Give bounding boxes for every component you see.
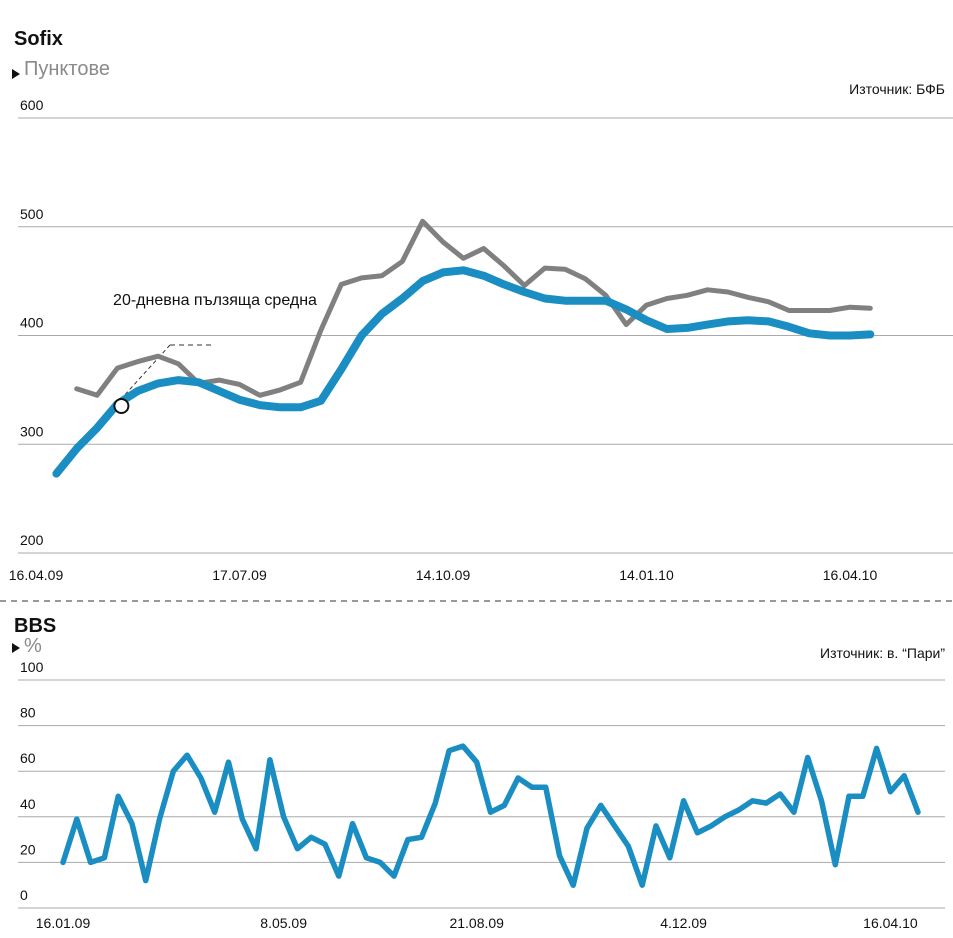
subtitle: Пунктове <box>24 58 110 80</box>
x-tick-label: 21.08.09 <box>449 915 504 931</box>
chart-title: Sofix <box>14 28 63 50</box>
y-tick-label: 300 <box>20 423 44 439</box>
line <box>74 218 873 398</box>
source: Източник: БФБ <box>849 81 945 97</box>
y-tick-label: 0 <box>20 887 28 903</box>
line <box>52 266 875 478</box>
subtitle: % <box>24 635 42 657</box>
chart-title: BBS <box>14 615 56 637</box>
y-tick-label: 500 <box>20 206 44 222</box>
x-tick-label: 14.01.10 <box>619 567 674 583</box>
source: Източник: в. “Пари” <box>820 645 945 661</box>
y-tick-label: 600 <box>20 97 44 113</box>
annotation-marker <box>113 398 130 415</box>
y-tick-label: 20 <box>20 841 36 857</box>
x-tick-label: 14.10.09 <box>416 567 471 583</box>
y-tick-label: 100 <box>20 659 44 675</box>
y-tick-label: 200 <box>20 532 44 548</box>
x-tick-label: 8.05.09 <box>260 915 307 931</box>
x-tick-label: 17.07.09 <box>212 567 267 583</box>
x-tick-label: 4.12.09 <box>660 915 707 931</box>
arrow <box>12 643 20 653</box>
y-tick-label: 40 <box>20 796 36 812</box>
x-tick-label: 16.04.10 <box>823 567 878 583</box>
y-tick-label: 60 <box>20 750 36 766</box>
x-tick-label: 16.04.10 <box>863 915 918 931</box>
annotation-line <box>121 344 171 399</box>
x-tick-label: 16.01.09 <box>36 915 91 931</box>
annotation: 20-дневна пълзяща средна <box>113 292 317 309</box>
x-tick-label: 16.04.09 <box>9 567 64 583</box>
line <box>60 743 921 888</box>
arrow <box>12 69 20 79</box>
y-tick-label: 400 <box>20 315 44 331</box>
y-tick-label: 80 <box>20 705 36 721</box>
